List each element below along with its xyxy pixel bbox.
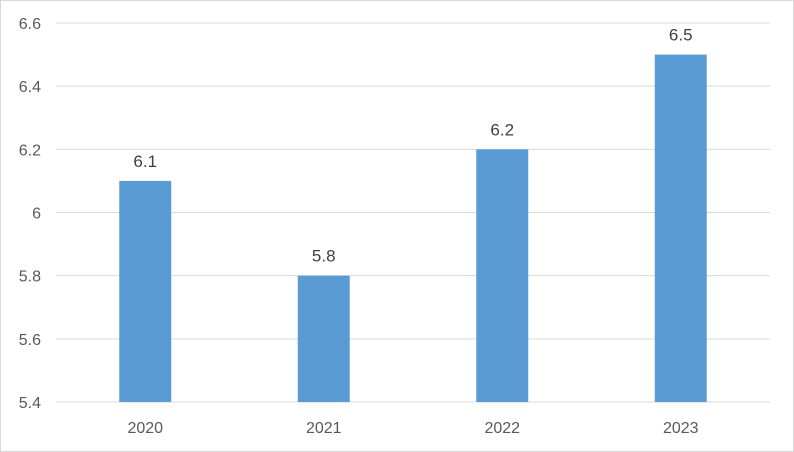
y-tick-label: 6: [32, 206, 41, 223]
x-axis-tick-labels: 2020 2021 2022 2023: [127, 420, 698, 437]
x-tick-label-2022: 2022: [484, 420, 520, 437]
data-labels: 6.1 5.8 6.2 6.5: [133, 26, 692, 266]
y-axis-tick-labels: 5.4 5.6 5.8 6 6.2 6.4 6.6: [19, 16, 41, 412]
data-label-2023: 6.5: [669, 26, 693, 45]
data-label-2022: 6.2: [490, 120, 514, 139]
bar-2020: [119, 180, 172, 402]
y-tick-label: 6.2: [19, 142, 41, 159]
y-tick-label: 6.6: [19, 16, 41, 33]
bar-series: [119, 54, 707, 402]
bar-2022: [476, 149, 529, 402]
bar-2021: [297, 275, 350, 402]
data-label-2020: 6.1: [133, 152, 157, 171]
gridlines: [56, 22, 770, 403]
bar-2023: [654, 54, 707, 402]
y-tick-label: 5.6: [19, 332, 41, 349]
x-tick-label-2020: 2020: [127, 420, 163, 437]
y-tick-label: 5.4: [19, 395, 41, 412]
x-tick-label-2021: 2021: [306, 420, 342, 437]
y-tick-label: 6.4: [19, 79, 41, 96]
y-tick-label: 5.8: [19, 269, 41, 286]
data-label-2021: 5.8: [312, 247, 336, 266]
x-tick-label-2023: 2023: [663, 420, 699, 437]
